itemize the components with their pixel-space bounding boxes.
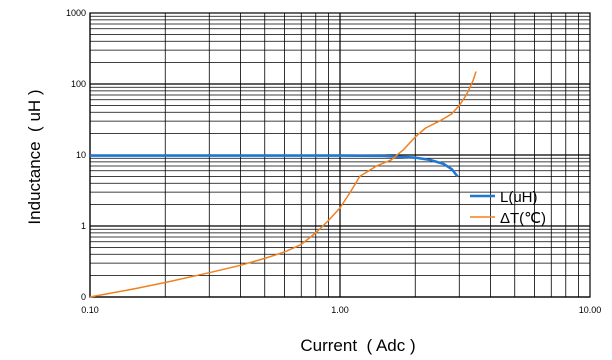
legend: L(uH) ΔT(℃) xyxy=(470,189,546,227)
x-axis-title: Current ( Adc ) xyxy=(300,336,415,355)
legend-label-l-uh: L(uH) xyxy=(500,189,538,206)
x-tick-label: 10.00 xyxy=(579,305,602,315)
x-tick-label: 0.10 xyxy=(81,305,99,315)
x-tick-label: 1.00 xyxy=(331,305,349,315)
series-layer xyxy=(89,71,477,298)
y-tick-label: 1 xyxy=(81,221,86,231)
series-line-l-uh xyxy=(90,154,459,178)
series-line-delta-t xyxy=(89,71,477,298)
y-tick-label: 0 xyxy=(81,292,86,302)
y-tick-label: 100 xyxy=(71,79,86,89)
y-axis-title: Inductance ( uH ) xyxy=(25,89,44,224)
tick-labels: 0.10 1.00 10.00 0 1 10 100 1000 xyxy=(66,8,601,315)
y-tick-label: 1000 xyxy=(66,8,86,18)
y-tick-label: 10 xyxy=(76,150,86,160)
legend-label-delta-t: ΔT(℃) xyxy=(500,210,546,227)
